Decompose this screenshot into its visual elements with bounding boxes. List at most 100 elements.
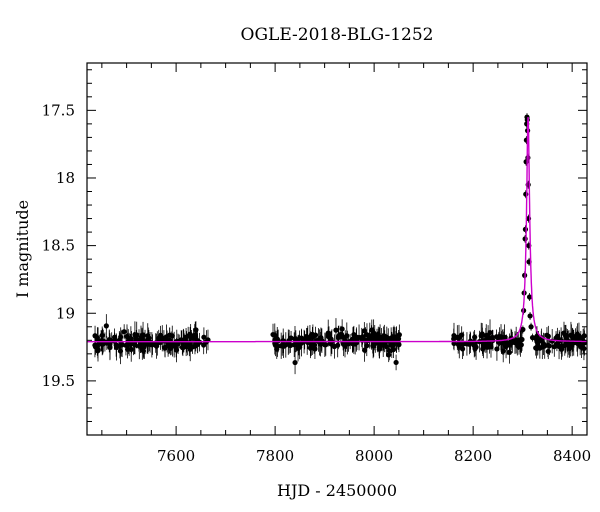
- x-tick-label: 7800: [256, 447, 294, 465]
- data-point: [545, 342, 551, 348]
- data-point: [559, 343, 565, 349]
- data-point: [396, 332, 402, 338]
- data-point: [99, 341, 105, 348]
- data-point: [563, 332, 569, 339]
- data-point: [480, 346, 486, 352]
- event-data-point: [522, 236, 528, 242]
- data-point: [163, 334, 170, 340]
- data-point: [390, 346, 397, 353]
- data-point: [153, 343, 160, 349]
- y-tick-label: 17.5: [42, 101, 75, 119]
- event-data-point: [522, 226, 529, 232]
- data-point: [506, 349, 513, 355]
- data-point: [333, 327, 339, 333]
- data-point: [497, 334, 503, 340]
- data-point: [456, 335, 462, 341]
- data-point: [318, 335, 324, 341]
- data-point: [137, 343, 144, 349]
- data-point: [279, 342, 285, 349]
- data-point: [503, 339, 510, 346]
- data-point: [466, 341, 473, 347]
- data-point: [500, 348, 506, 354]
- data-point: [392, 338, 398, 344]
- data-point: [339, 326, 345, 332]
- data-point: [581, 333, 587, 339]
- data-point: [540, 341, 547, 347]
- data-point: [535, 340, 541, 346]
- data-point: [485, 334, 491, 341]
- data-point: [326, 333, 332, 339]
- event-data-point: [529, 335, 536, 341]
- data-point: [489, 334, 495, 340]
- data-point: [574, 331, 580, 337]
- data-point: [360, 334, 366, 340]
- chart-title: OGLE-2018-BLG-1252: [241, 25, 434, 45]
- data-point: [338, 331, 344, 338]
- data-point: [94, 344, 100, 350]
- event-data-point: [523, 191, 529, 197]
- data-point: [292, 359, 298, 366]
- data-point: [183, 334, 189, 340]
- data-point: [451, 332, 457, 339]
- data-point: [386, 348, 392, 354]
- data-point: [140, 332, 146, 338]
- data-point: [297, 344, 303, 350]
- data-point: [201, 342, 207, 348]
- data-point: [534, 333, 540, 339]
- event-data-point: [528, 324, 534, 330]
- data-point: [187, 346, 193, 352]
- data-point: [133, 336, 139, 342]
- data-point: [113, 342, 119, 348]
- data-point: [459, 346, 466, 352]
- data-point: [145, 333, 151, 339]
- data-point: [352, 341, 358, 347]
- data-point: [503, 343, 509, 350]
- data-point: [517, 336, 524, 343]
- y-tick-label: 19: [56, 304, 75, 322]
- data-point: [323, 342, 329, 348]
- data-point: [307, 345, 314, 351]
- data-point: [367, 335, 373, 342]
- y-tick-label: 18.5: [42, 237, 75, 255]
- y-axis-label: I magnitude: [13, 200, 32, 298]
- data-point: [554, 341, 560, 347]
- model-curve: [87, 117, 587, 343]
- data-point: [121, 329, 127, 335]
- data-point: [331, 343, 337, 350]
- data-point: [544, 332, 550, 338]
- data-point: [134, 332, 140, 338]
- data-point: [386, 352, 392, 358]
- data-point: [479, 331, 485, 337]
- data-point: [117, 348, 124, 354]
- x-tick-label: 7600: [157, 447, 195, 465]
- data-point: [192, 332, 198, 338]
- data-point: [193, 327, 199, 333]
- data-point: [364, 343, 370, 349]
- data-point: [312, 332, 319, 338]
- data-point: [486, 339, 492, 345]
- x-tick-label: 8400: [553, 447, 591, 465]
- x-axis-label: HJD - 2450000: [277, 481, 397, 500]
- data-point: [480, 342, 487, 348]
- data-point: [581, 345, 587, 352]
- event-data-point: [527, 313, 533, 319]
- event-data-point: [526, 294, 533, 300]
- data-point: [274, 336, 280, 342]
- data-point: [578, 340, 585, 347]
- data-point: [94, 335, 100, 341]
- data-point: [95, 348, 101, 354]
- data-point: [375, 331, 381, 337]
- plot-area: [87, 113, 588, 375]
- x-tick-label: 8200: [454, 447, 492, 465]
- data-point: [118, 334, 124, 340]
- data-point: [124, 333, 130, 339]
- data-point: [156, 335, 162, 342]
- y-tick-label: 19.5: [42, 372, 75, 390]
- x-tick-label: 8000: [355, 447, 393, 465]
- data-point: [312, 346, 318, 352]
- data-point: [473, 344, 479, 350]
- y-tick-label: 18: [56, 169, 75, 187]
- data-point: [167, 345, 174, 351]
- data-point: [487, 330, 493, 336]
